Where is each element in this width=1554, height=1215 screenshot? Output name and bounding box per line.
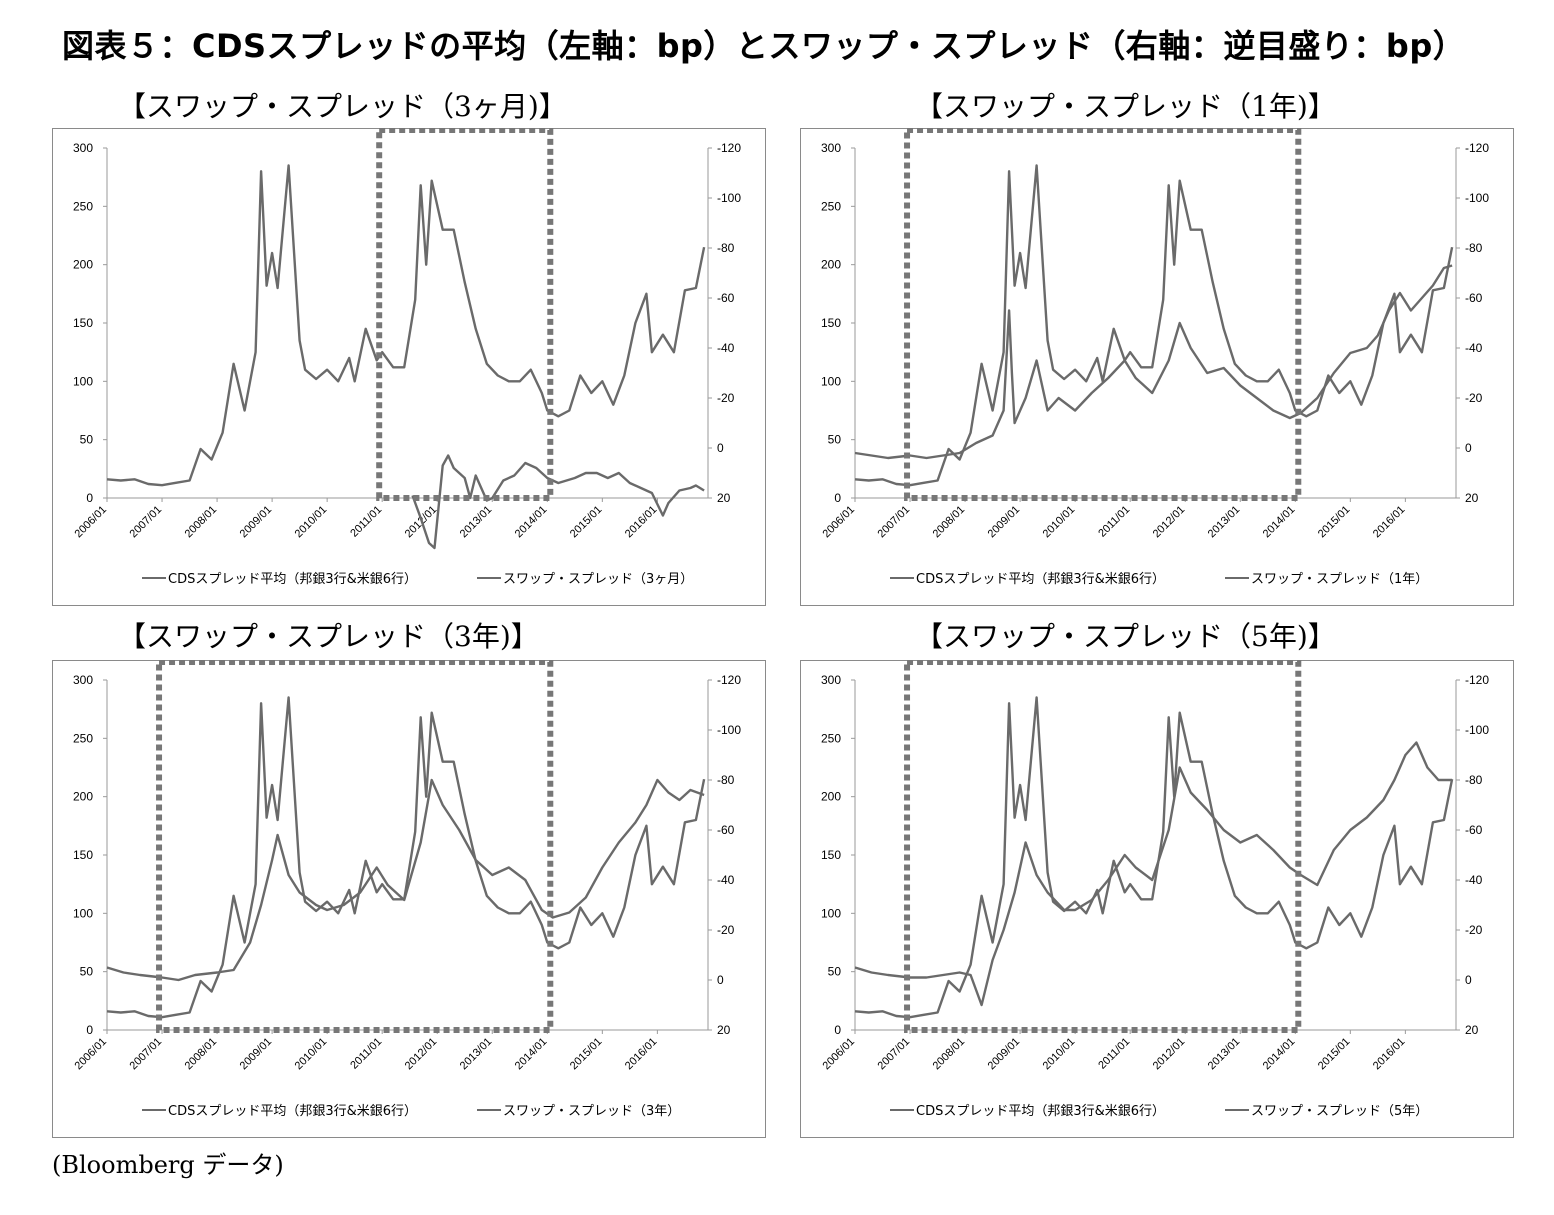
left-tick-label: 150 (821, 316, 841, 330)
left-tick-label: 250 (821, 731, 841, 745)
right-tick-label: -80 (1465, 773, 1483, 787)
panel-title-3y: 【スワップ・スプレッド（3年)】 (118, 620, 539, 653)
right-tick-label: -80 (717, 241, 735, 255)
left-tick-label: 300 (73, 673, 93, 687)
swap-series-line (854, 741, 1453, 1007)
highlight-box (156, 660, 554, 1033)
left-tick-label: 50 (828, 965, 842, 979)
panel-title-3m: 【スワップ・スプレッド（3ヶ月)】 (118, 90, 567, 123)
right-tick-label: 20 (717, 1023, 731, 1037)
chart-svg: 300 250 200 150 100 50 0 -120 -100 -80 -60 -40 -20 0 2… (52, 660, 766, 1138)
highlight-box (376, 128, 554, 501)
left-tick-label: 300 (821, 673, 841, 687)
right-tick-label: 20 (717, 491, 731, 505)
chart-panel-1y: 300 250 200 150 100 50 0 -120 -100 -80 -60 -40 -20 0 2… (800, 128, 1514, 606)
figure-title: 図表５：CDSスプレッドの平均（左軸：bp）とスワップ・スプレッド（右軸：逆目盛… (62, 27, 1466, 65)
panel-title-5y: 【スワップ・スプレッド（5年)】 (915, 620, 1336, 653)
panel-title-1y: 【スワップ・スプレッド（1年)】 (915, 90, 1336, 123)
left-tick-label: 250 (821, 199, 841, 213)
right-tick-label: -60 (717, 823, 735, 837)
left-tick-label: 200 (73, 258, 93, 272)
legend-label-swap: スワップ・スプレッド（1年） (1251, 572, 1428, 587)
left-tick-label: 250 (73, 199, 93, 213)
left-tick-label: 200 (821, 258, 841, 272)
right-tick-label: 0 (1465, 441, 1472, 455)
cds-series-line (106, 696, 706, 1019)
legend-label-cds: CDSスプレッド平均（邦銀3行&米銀6行） (168, 572, 417, 587)
chart-panel-5y: 300 250 200 150 100 50 0 -120 -100 -80 -60 -40 -20 0 2… (800, 660, 1514, 1138)
right-tick-label: -20 (1465, 391, 1483, 405)
legend-label-cds: CDSスプレッド平均（邦銀3行&米銀6行） (916, 1104, 1165, 1119)
right-tick-label: 0 (1465, 973, 1472, 987)
left-tick-label: 50 (828, 433, 842, 447)
legend-label-swap: スワップ・スプレッド（3年） (503, 1104, 680, 1119)
left-tick-label: 300 (821, 141, 841, 155)
right-tick-label: -60 (717, 291, 735, 305)
left-tick-label: 200 (821, 790, 841, 804)
chart-frame (800, 660, 1514, 1138)
left-tick-label: 100 (73, 906, 93, 920)
right-tick-label: 20 (1465, 491, 1479, 505)
source-note: (Bloomberg データ) (52, 1151, 284, 1179)
legend-label-cds: CDSスプレッド平均（邦銀3行&米銀6行） (168, 1104, 417, 1119)
right-tick-label: -120 (717, 673, 741, 687)
right-tick-label: -120 (1465, 141, 1489, 155)
cds-series-line (854, 164, 1454, 487)
chart-frame (800, 128, 1514, 606)
left-tick-label: 50 (80, 433, 94, 447)
chart-svg: 300 250 200 150 100 50 0 -120 -100 -80 -60 -40 -20 0 2… (800, 660, 1514, 1138)
right-tick-label: 20 (1465, 1023, 1479, 1037)
right-tick-label: -40 (1465, 341, 1483, 355)
right-tick-label: -40 (717, 341, 735, 355)
legend-label-cds: CDSスプレッド平均（邦銀3行&米銀6行） (916, 572, 1165, 587)
swap-series-line (106, 778, 705, 982)
right-tick-label: -20 (1465, 923, 1483, 937)
left-tick-label: 100 (73, 374, 93, 388)
right-tick-label: -80 (717, 773, 735, 787)
chart-svg: 300 250 200 150 100 50 0 -120 -100 -80 -60 -40 -20 0 2… (800, 128, 1514, 606)
left-tick-label: 200 (73, 790, 93, 804)
legend-label-swap: スワップ・スプレッド（5年） (1251, 1104, 1428, 1119)
left-tick-label: 100 (821, 906, 841, 920)
legend-label-swap: スワップ・スプレッド（3ヶ月） (503, 572, 693, 587)
right-tick-label: 0 (717, 441, 724, 455)
right-tick-label: -120 (717, 141, 741, 155)
left-tick-label: 100 (821, 374, 841, 388)
left-tick-label: 0 (86, 491, 93, 505)
left-tick-label: 150 (73, 316, 93, 330)
left-tick-label: 50 (80, 965, 94, 979)
right-tick-label: -80 (1465, 241, 1483, 255)
right-tick-label: -100 (717, 191, 741, 205)
right-tick-label: -120 (1465, 673, 1489, 687)
left-tick-label: 0 (86, 1023, 93, 1037)
chart-svg: 300 250 200 150 100 50 0 -120 -100 -80 -60 -40 -20 0 2… (52, 128, 766, 606)
right-tick-label: -60 (1465, 823, 1483, 837)
right-tick-label: -40 (717, 873, 735, 887)
right-tick-label: -100 (717, 723, 741, 737)
chart-frame (52, 660, 766, 1138)
cds-series-line (106, 164, 706, 487)
chart-panel-3m: 300 250 200 150 100 50 0 -120 -100 -80 -60 -40 -20 0 2… (52, 128, 766, 606)
left-tick-label: 150 (821, 848, 841, 862)
chart-frame (52, 128, 766, 606)
right-tick-label: -20 (717, 391, 735, 405)
right-tick-label: -40 (1465, 873, 1483, 887)
chart-panel-3y: 300 250 200 150 100 50 0 -120 -100 -80 -60 -40 -20 0 2… (52, 660, 766, 1138)
left-tick-label: 0 (834, 491, 841, 505)
swap-series-line (854, 264, 1453, 460)
right-tick-label: -100 (1465, 723, 1489, 737)
left-tick-label: 300 (73, 141, 93, 155)
left-tick-label: 0 (834, 1023, 841, 1037)
right-tick-label: -100 (1465, 191, 1489, 205)
swap-series-line (411, 454, 705, 550)
highlight-box (904, 660, 1302, 1033)
right-tick-label: -20 (717, 923, 735, 937)
left-tick-label: 250 (73, 731, 93, 745)
right-tick-label: 0 (717, 973, 724, 987)
left-tick-label: 150 (73, 848, 93, 862)
right-tick-label: -60 (1465, 291, 1483, 305)
highlight-box (904, 128, 1302, 501)
